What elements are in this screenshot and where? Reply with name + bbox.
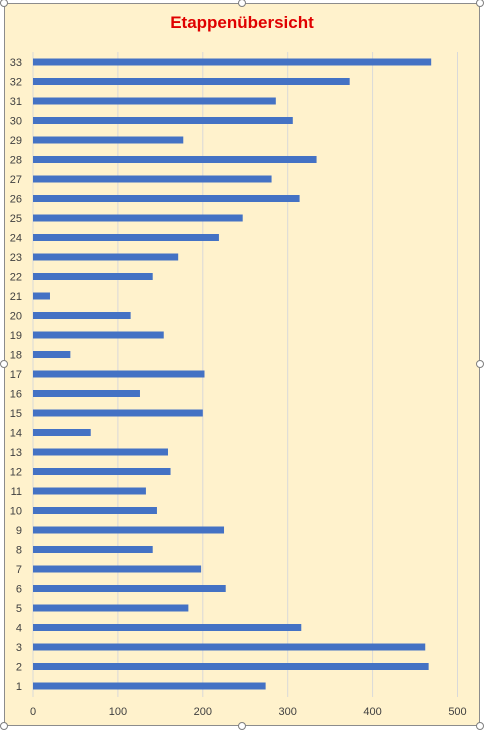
- y-tick-label: 7: [16, 564, 22, 576]
- y-tick-label: 26: [10, 194, 22, 206]
- y-tick-label: 20: [10, 311, 22, 323]
- resize-handle-top[interactable]: [238, 0, 246, 7]
- y-tick-label: 23: [10, 252, 22, 264]
- bars: [33, 58, 432, 690]
- y-tick-label: 32: [10, 77, 22, 89]
- y-tick-label: 17: [10, 369, 22, 381]
- bar-32: [33, 78, 350, 85]
- y-tick-label: 9: [16, 525, 22, 537]
- resize-handle-top-left[interactable]: [0, 0, 8, 7]
- y-tick-label: 1: [16, 681, 22, 693]
- x-tick-label: 200: [194, 706, 212, 718]
- y-tick-label: 12: [10, 467, 22, 479]
- bar-10: [33, 507, 157, 514]
- y-tick-label: 15: [10, 408, 22, 420]
- resize-handle-bottom-right[interactable]: [476, 722, 484, 730]
- bar-22: [33, 273, 153, 280]
- bar-6: [33, 585, 226, 592]
- bar-2: [33, 663, 429, 670]
- bar-15: [33, 409, 203, 417]
- bar-31: [33, 97, 276, 105]
- bar-9: [33, 526, 225, 534]
- y-tick-label: 27: [10, 174, 22, 186]
- bar-29: [33, 136, 184, 144]
- resize-handle-right[interactable]: [476, 360, 484, 368]
- y-tick-label: 14: [10, 428, 22, 440]
- y-tick-label: 13: [10, 447, 22, 459]
- y-tick-label: 16: [10, 389, 22, 401]
- bar-21: [33, 292, 50, 300]
- bar-18: [33, 351, 71, 358]
- resize-handle-left[interactable]: [0, 360, 8, 368]
- bar-8: [33, 546, 153, 553]
- resize-handle-bottom[interactable]: [238, 722, 246, 730]
- bar-5: [33, 604, 189, 612]
- x-tick-label: 500: [448, 706, 466, 718]
- x-tick-label: 0: [30, 706, 36, 718]
- y-tick-label: 4: [16, 623, 22, 635]
- x-tick-label: 100: [109, 706, 127, 718]
- bar-16: [33, 390, 140, 397]
- y-tick-label: 24: [10, 233, 22, 245]
- y-tick-label: 28: [10, 155, 22, 167]
- bar-24: [33, 234, 219, 241]
- y-tick-label: 30: [10, 116, 22, 128]
- x-tick-label: 400: [363, 706, 381, 718]
- bar-11: [33, 487, 146, 495]
- y-tick-label: 6: [16, 584, 22, 596]
- y-axis-labels: 1234567891011121314151617181920212223242…: [10, 57, 22, 693]
- y-tick-label: 8: [16, 545, 22, 557]
- bar-30: [33, 117, 293, 124]
- bar-3: [33, 643, 426, 651]
- resize-handle-bottom-left[interactable]: [0, 722, 8, 730]
- chart-title: Etappenübersicht: [170, 13, 314, 32]
- bar-12: [33, 468, 171, 475]
- bar-7: [33, 565, 202, 573]
- y-tick-label: 5: [16, 603, 22, 615]
- bar-25: [33, 214, 243, 222]
- y-tick-label: 10: [10, 506, 22, 518]
- x-axis-labels: 0 100 200 300 400 500: [30, 706, 467, 718]
- y-tick-label: 33: [10, 57, 22, 69]
- y-tick-label: 31: [10, 96, 22, 108]
- y-tick-label: 3: [16, 642, 22, 654]
- bar-4: [33, 624, 302, 631]
- bar-17: [33, 370, 205, 378]
- y-tick-label: 21: [10, 291, 22, 303]
- bar-14: [33, 429, 91, 436]
- bar-20: [33, 312, 131, 319]
- bar-19: [33, 331, 164, 339]
- y-tick-label: 2: [16, 662, 22, 674]
- bar-13: [33, 448, 168, 456]
- y-tick-label: 19: [10, 330, 22, 342]
- bar-26: [33, 195, 300, 202]
- bar-33: [33, 58, 432, 66]
- y-tick-label: 25: [10, 213, 22, 225]
- y-tick-label: 18: [10, 350, 22, 362]
- x-tick-label: 300: [279, 706, 297, 718]
- y-tick-label: 11: [11, 486, 22, 498]
- bar-1: [33, 682, 266, 690]
- bar-27: [33, 175, 272, 183]
- y-tick-label: 22: [10, 272, 22, 284]
- bar-28: [33, 156, 317, 163]
- bar-23: [33, 253, 179, 261]
- y-tick-label: 29: [10, 135, 22, 147]
